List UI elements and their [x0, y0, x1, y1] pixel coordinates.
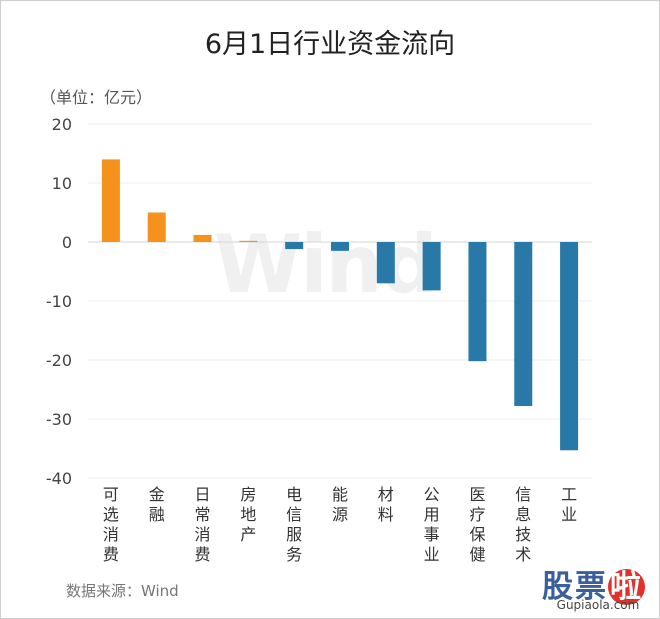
x-tick-label: 可选消费	[103, 485, 119, 564]
bar	[101, 159, 120, 242]
y-tick-label: 20	[52, 115, 72, 134]
x-tick-label: 公用事业	[424, 485, 440, 564]
x-tick-label: 房地产	[240, 485, 256, 544]
y-tick-label: -10	[46, 292, 72, 311]
y-tick-label: 0	[62, 233, 72, 252]
logo-domain: Gupiaola.com	[556, 598, 640, 612]
wind-watermark: Wind	[214, 218, 438, 311]
source-note: 数据来源：Wind	[66, 582, 179, 600]
bar	[468, 242, 487, 362]
chart-title: 6月1日行业资金流向	[204, 29, 456, 60]
bar	[147, 212, 166, 242]
bar	[376, 242, 395, 284]
x-tick-label: 工业	[561, 485, 577, 524]
x-tick-label: 电信服务	[286, 485, 302, 564]
bar	[560, 242, 579, 451]
bar	[514, 242, 533, 407]
y-tick-label: -30	[46, 410, 72, 429]
y-tick-label: -20	[46, 351, 72, 370]
x-tick-label: 日常消费	[195, 485, 211, 564]
bar	[331, 242, 349, 251]
x-tick-label: 信息技术	[515, 485, 531, 564]
x-tick-label: 医疗保健	[469, 485, 485, 564]
logo-chinese: 股票啦	[542, 569, 645, 605]
x-tick-label: 金融	[149, 485, 165, 524]
bar	[239, 240, 258, 242]
gupiaola-logo: 股票啦 Gupiaola.com	[542, 561, 654, 613]
bar	[193, 234, 212, 242]
x-tick-label: 材料	[378, 485, 394, 524]
bar	[422, 242, 441, 291]
y-tick-label: 10	[52, 174, 72, 193]
y-tick-label: -40	[46, 469, 72, 488]
bar	[285, 242, 304, 250]
unit-label: （单位：亿元）	[40, 88, 153, 107]
x-tick-label: 能源	[332, 485, 348, 524]
